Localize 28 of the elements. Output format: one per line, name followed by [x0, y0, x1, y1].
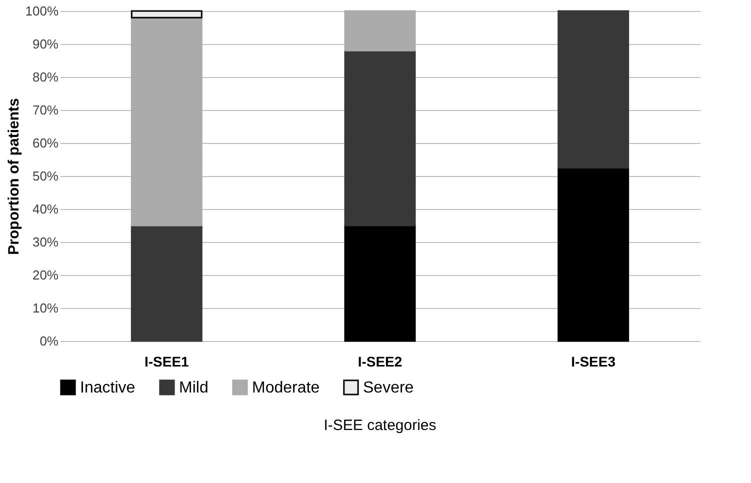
- y-tick-label: 50%: [32, 168, 59, 184]
- y-tick-label: 70%: [32, 102, 59, 118]
- legend-label: Severe: [363, 379, 414, 396]
- y-tick-label: 20%: [32, 268, 59, 282]
- x-tick-label: I-SEE1: [144, 354, 190, 370]
- x-tick-label: I-SEE3: [571, 354, 616, 370]
- bar: [558, 167, 630, 342]
- legend-label: Mild: [179, 379, 208, 396]
- legend-label: Inactive: [80, 379, 136, 396]
- y-tick-label: 40%: [32, 202, 59, 216]
- x-tick-label: I-SEE2: [358, 354, 402, 370]
- bar: [130, 10, 202, 18]
- x-axis-title: I-SEE categories: [324, 417, 436, 434]
- bar: [130, 224, 202, 342]
- bar: [344, 10, 416, 52]
- y-tick-label: 60%: [32, 136, 59, 150]
- y-tick-label: 0%: [40, 334, 59, 348]
- bar: [558, 10, 630, 168]
- legend-label: Moderate: [252, 379, 320, 396]
- bar: [344, 224, 416, 342]
- y-tick-label: 90%: [32, 36, 59, 52]
- bar: [344, 50, 416, 226]
- y-tick-label: 10%: [32, 300, 59, 316]
- y-tick-label: 30%: [32, 234, 59, 250]
- bar: [130, 16, 202, 226]
- y-tick-label: 100%: [25, 4, 59, 18]
- y-axis-title: Proportion of patients: [5, 98, 22, 255]
- y-tick-label: 80%: [32, 70, 59, 84]
